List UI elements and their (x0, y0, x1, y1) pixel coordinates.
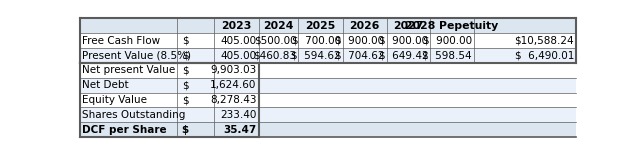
Text: $: $ (182, 51, 188, 61)
Text: $  6,490.01: $ 6,490.01 (515, 51, 574, 61)
Text: $  700.00: $ 700.00 (292, 36, 341, 46)
Text: $  594.62: $ 594.62 (291, 51, 341, 61)
Text: DCF per Share: DCF per Share (83, 125, 167, 135)
Bar (80, 78, 576, 93)
Text: 2028 Pepetuity: 2028 Pepetuity (405, 21, 499, 31)
Text: $  704.62: $ 704.62 (335, 51, 385, 61)
Text: 35.47: 35.47 (223, 125, 257, 135)
Bar (80, 18, 576, 33)
Text: Net present Value: Net present Value (83, 65, 176, 75)
Text: Shares Outstanding: Shares Outstanding (83, 110, 186, 120)
Text: 2026: 2026 (349, 21, 380, 31)
Bar (80, 48, 576, 63)
Bar (80, 63, 576, 78)
Text: $10,588.24: $10,588.24 (515, 36, 574, 46)
Text: Equity Value: Equity Value (83, 95, 147, 105)
Text: 2025: 2025 (305, 21, 336, 31)
Text: $: $ (182, 65, 188, 75)
Text: $  598.54: $ 598.54 (422, 51, 472, 61)
Text: 2023: 2023 (221, 21, 252, 31)
Text: $: $ (182, 36, 188, 46)
Text: Free Cash Flow: Free Cash Flow (83, 36, 161, 46)
Text: $500.00: $500.00 (253, 36, 296, 46)
Text: Net Debt: Net Debt (83, 80, 129, 90)
Bar (80, 122, 576, 137)
Text: 405.00: 405.00 (220, 36, 257, 46)
Text: 8,278.43: 8,278.43 (210, 95, 257, 105)
Text: $460.83: $460.83 (253, 51, 296, 61)
Text: $: $ (182, 95, 188, 105)
Text: $  900.00: $ 900.00 (422, 36, 472, 46)
Text: Present Value (8.5%): Present Value (8.5%) (83, 51, 191, 61)
Bar (80, 93, 576, 107)
Text: 233.40: 233.40 (220, 110, 257, 120)
Text: $  900.00: $ 900.00 (379, 36, 428, 46)
Text: $  900.00: $ 900.00 (335, 36, 385, 46)
Text: 405.00: 405.00 (220, 51, 257, 61)
Bar (80, 107, 576, 122)
Text: $: $ (182, 125, 189, 135)
Text: 2027: 2027 (393, 21, 424, 31)
Bar (80, 33, 576, 48)
Text: $  649.42: $ 649.42 (379, 51, 428, 61)
Text: 9,903.03: 9,903.03 (211, 65, 257, 75)
Text: $: $ (182, 80, 188, 90)
Text: 2024: 2024 (263, 21, 294, 31)
Text: 1,624.60: 1,624.60 (210, 80, 257, 90)
